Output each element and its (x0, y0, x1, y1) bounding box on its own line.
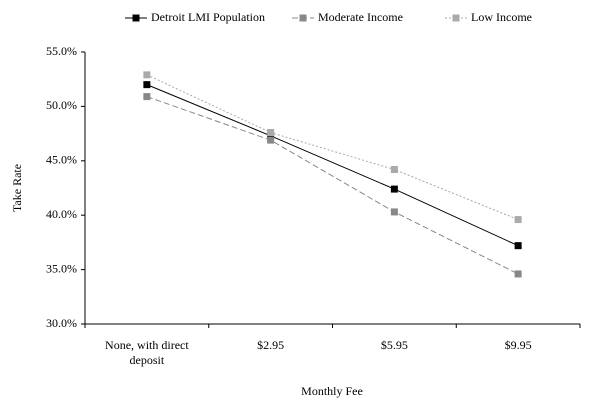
x-axis-label: Monthly Fee (301, 384, 363, 398)
point-marker (267, 129, 275, 137)
y-axis-label: Take Rate (10, 164, 24, 212)
legend-label: Moderate Income (318, 10, 403, 24)
point-marker (514, 270, 522, 278)
y-tick-label: 40.0% (46, 207, 77, 221)
legend-label: Low Income (471, 10, 532, 24)
legend-marker (299, 14, 307, 22)
point-marker (143, 81, 151, 89)
legend-marker (452, 14, 460, 22)
x-tick-label: $2.95 (257, 338, 285, 352)
point-marker (143, 93, 151, 101)
point-marker (390, 185, 398, 193)
legend-marker (132, 14, 140, 22)
y-tick-label: 55.0% (46, 44, 77, 58)
y-tick-label: 30.0% (46, 316, 77, 330)
y-tick-label: 50.0% (46, 98, 77, 112)
x-tick-label: None, with direct deposit (105, 338, 189, 367)
point-marker (390, 208, 398, 216)
y-tick-label: 35.0% (46, 261, 77, 275)
legend-label: Detroit LMI Population (151, 10, 265, 24)
series-line (146, 96, 519, 275)
x-tick-label: $5.95 (380, 338, 408, 352)
y-tick-label: 45.0% (46, 153, 77, 167)
point-marker (267, 136, 275, 144)
point-marker (143, 71, 151, 79)
point-marker (514, 216, 522, 224)
series-line (146, 74, 519, 221)
point-marker (390, 166, 398, 174)
series-line (146, 84, 519, 247)
point-marker (514, 242, 522, 250)
x-tick-label: $9.95 (504, 338, 532, 352)
